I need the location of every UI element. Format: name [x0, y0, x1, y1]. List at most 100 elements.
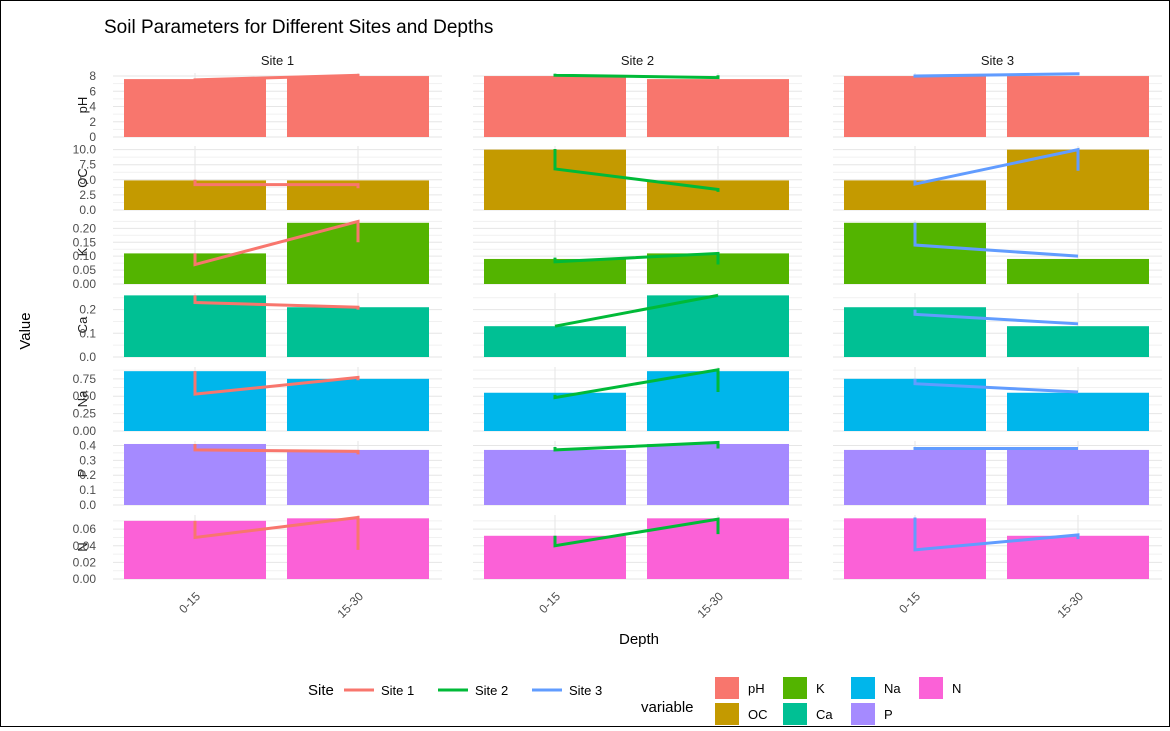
- y-tick-label-p: 0.0: [79, 498, 96, 512]
- y-tick-label-ca: 0.0: [79, 350, 96, 364]
- panel-p-site-1: [113, 441, 442, 506]
- y-tick-label-p: 0.2: [79, 468, 96, 482]
- panel-n-site-3: [833, 515, 1162, 580]
- x-tick-label: 0-15: [536, 589, 563, 616]
- site-line-ph: [193, 73, 360, 82]
- site-line-p: [193, 443, 360, 455]
- legend-key-p: [851, 703, 875, 725]
- row-label-p: P: [75, 469, 90, 478]
- row-label-na: Na: [75, 390, 90, 407]
- panel-ca-site-2: [473, 293, 802, 358]
- panel-k-site-2: [473, 220, 802, 285]
- panel-na-site-2: [473, 367, 802, 432]
- panel-na-site-3: [833, 367, 1162, 432]
- facet-label-site-3: Site 3: [981, 53, 1014, 68]
- bar-k-15-30: [1007, 258, 1149, 284]
- y-tick-label-oc: 10.0: [73, 143, 97, 157]
- y-tick-label-k: 0.00: [73, 277, 97, 291]
- bar-ph-0-15: [124, 79, 266, 137]
- y-tick-label-p: 0.3: [79, 453, 96, 467]
- bar-oc-15-30: [647, 180, 789, 210]
- y-tick-label-n: 0.06: [73, 522, 97, 536]
- legend-key-k: [783, 677, 807, 699]
- site-line-k: [193, 219, 360, 267]
- x-tick-label: 15-30: [335, 589, 367, 621]
- legend-label-ca: Ca: [816, 707, 833, 722]
- panel-oc-site-3: [833, 146, 1162, 211]
- site-line-n: [913, 517, 1080, 552]
- legend-variable: variable pH OC K Ca Na P N: [641, 677, 961, 725]
- row-label-oc: OC: [75, 168, 90, 188]
- site-line-oc: [553, 149, 720, 192]
- site-line-n: [553, 517, 720, 548]
- site-line-na: [553, 368, 720, 400]
- bar-ca-0-15: [484, 326, 626, 357]
- x-tick-label: 0-15: [176, 589, 203, 616]
- legend-label-oc: OC: [748, 707, 768, 722]
- x-tick-label: 15-30: [695, 589, 727, 621]
- y-tick-label-ca: 0.1: [79, 326, 96, 340]
- panel-p-site-2: [473, 440, 802, 506]
- y-tick-label-ca: 0.2: [79, 303, 96, 317]
- panel-k-site-1: [113, 219, 442, 285]
- row-label-k: K: [75, 247, 90, 256]
- bar-ph-15-30: [1007, 76, 1149, 137]
- y-tick-label-ph: 8: [89, 69, 96, 83]
- y-tick-label-k: 0.05: [73, 263, 97, 277]
- y-tick-label-na: 0.00: [73, 424, 97, 438]
- y-tick-label-k: 0.15: [73, 235, 97, 249]
- y-tick-label-oc: 5.0: [79, 173, 96, 187]
- site-line-oc: [193, 179, 360, 189]
- site-line-ca: [193, 295, 360, 310]
- y-tick-label-n: 0.02: [73, 555, 97, 569]
- legend-key-ph: [715, 677, 739, 699]
- bar-p-0-15: [124, 443, 266, 505]
- y-tick-label-k: 0.20: [73, 221, 97, 235]
- row-label-ph: pH: [75, 97, 90, 114]
- panel-n-site-2: [473, 515, 802, 580]
- y-tick-label-na: 0.50: [73, 389, 97, 403]
- legend-label-site-2: Site 2: [475, 683, 508, 698]
- legend-label-ph: pH: [748, 681, 765, 696]
- facet-label-site-2: Site 2: [621, 53, 654, 68]
- bar-ca-0-15: [124, 295, 266, 357]
- row-label-n: N: [75, 542, 90, 551]
- bar-ca-15-30: [287, 307, 429, 357]
- facet-label-site-1: Site 1: [261, 53, 294, 68]
- legend-key-ca: [783, 703, 807, 725]
- bar-na-15-30: [1007, 392, 1149, 431]
- site-line-n: [193, 515, 360, 550]
- bar-p-0-15: [844, 449, 986, 505]
- bar-ca-15-30: [1007, 326, 1149, 357]
- y-tick-label-ph: 6: [89, 84, 96, 98]
- legend-key-na: [851, 677, 875, 699]
- chart-title: Soil Parameters for Different Sites and …: [104, 17, 493, 38]
- legend-label-site-1: Site 1: [381, 683, 414, 698]
- panel-ph-site-1: [113, 73, 442, 138]
- x-tick-label: 0-15: [896, 589, 923, 616]
- legend-site: Site Site 1 Site 2 Site 3: [308, 682, 602, 699]
- y-tick-label-na: 0.25: [73, 407, 97, 421]
- legend-key-oc: [715, 703, 739, 725]
- site-line-ph: [553, 73, 720, 80]
- site-line-na: [913, 378, 1079, 394]
- bar-na-15-30: [287, 378, 429, 431]
- bar-p-15-30: [647, 443, 789, 505]
- y-tick-label-ph: 4: [89, 100, 96, 114]
- panel-oc-site-2: [473, 146, 802, 211]
- y-tick-label-n: 0.00: [73, 572, 97, 586]
- legend-variable-title: variable: [641, 699, 694, 716]
- y-tick-label-oc: 0.0: [79, 203, 96, 217]
- panel-k-site-3: [833, 220, 1162, 285]
- y-axis-title: Value: [17, 312, 34, 349]
- y-tick-label-ph: 2: [89, 115, 96, 129]
- y-tick-label-na: 0.75: [73, 372, 97, 386]
- bar-ph-15-30: [287, 76, 429, 137]
- legend-label-na: Na: [884, 681, 901, 696]
- site-line-k: [913, 222, 1079, 258]
- y-tick-label-p: 0.1: [79, 483, 96, 497]
- bar-ph-0-15: [484, 76, 626, 137]
- panel-na-site-1: [113, 367, 442, 432]
